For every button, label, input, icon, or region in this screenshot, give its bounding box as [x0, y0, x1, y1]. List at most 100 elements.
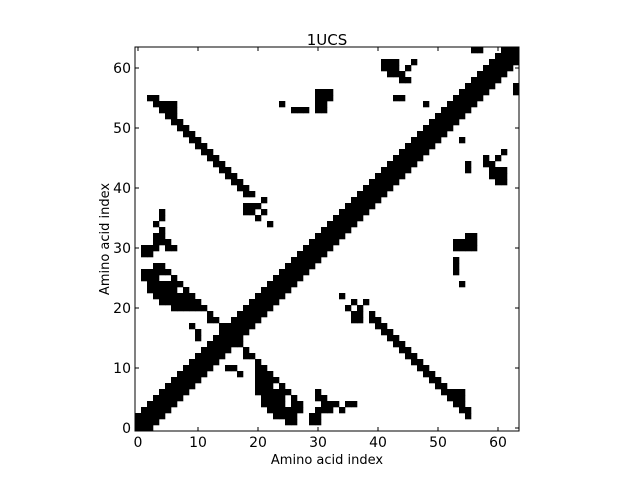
contact-cell	[159, 233, 166, 240]
contact-cell	[171, 281, 178, 288]
contact-cell	[261, 377, 268, 384]
contact-cell	[465, 83, 472, 90]
contact-cell	[393, 335, 400, 342]
contact-cell	[279, 101, 286, 108]
contact-cell	[153, 245, 160, 252]
contact-cell	[441, 107, 448, 114]
contact-cell	[399, 149, 406, 156]
contact-cell	[429, 143, 436, 150]
contact-cell	[435, 131, 442, 138]
contact-cell	[171, 377, 178, 384]
contact-cell	[279, 293, 286, 300]
contact-cell	[267, 305, 274, 312]
contact-cell	[189, 371, 196, 378]
contact-cell	[411, 137, 418, 144]
contact-cell	[381, 179, 388, 186]
contact-cell	[243, 203, 250, 210]
contact-cell	[219, 167, 226, 174]
contact-cell	[201, 359, 208, 366]
contact-cell	[165, 101, 172, 108]
contact-cell	[189, 305, 196, 312]
contact-cell	[321, 107, 328, 114]
contact-cell	[417, 137, 424, 144]
contact-cell	[423, 125, 430, 132]
contact-cell	[327, 233, 334, 240]
contact-cell	[189, 323, 196, 330]
contact-cell	[501, 149, 508, 156]
contact-cell	[165, 389, 172, 396]
contact-cell	[219, 347, 226, 354]
contact-cell	[435, 119, 442, 126]
contact-cell	[489, 65, 496, 72]
contact-cell	[231, 323, 238, 330]
contact-cell	[291, 107, 298, 114]
contact-cell	[195, 359, 202, 366]
contact-cell	[261, 365, 268, 372]
contact-cell	[261, 401, 268, 408]
contact-cell	[471, 47, 478, 54]
contact-cell	[165, 281, 172, 288]
contact-cell	[399, 155, 406, 162]
contact-cell	[237, 329, 244, 336]
contact-cell	[441, 119, 448, 126]
contact-cell	[465, 101, 472, 108]
contact-cell	[381, 173, 388, 180]
contact-cell	[405, 161, 412, 168]
contact-cell	[477, 47, 484, 54]
contact-cell	[219, 353, 226, 360]
contact-cell	[267, 395, 274, 402]
contact-cell	[333, 227, 340, 234]
contact-cell	[459, 95, 466, 102]
contact-cell	[489, 173, 496, 180]
contact-cell	[279, 389, 286, 396]
contact-cell	[423, 101, 430, 108]
contact-cell	[513, 47, 520, 54]
contact-cell	[489, 71, 496, 78]
contact-cell	[261, 395, 268, 402]
contact-cell	[357, 311, 364, 318]
contact-cell	[453, 101, 460, 108]
x-tick-label: 50	[429, 435, 447, 451]
contact-cell	[393, 71, 400, 78]
contact-cell	[417, 143, 424, 150]
contact-cell	[345, 227, 352, 234]
contact-cell	[177, 299, 184, 306]
x-axis-label: Amino acid index	[271, 453, 383, 468]
contact-cell	[483, 71, 490, 78]
contact-cell	[207, 353, 214, 360]
contact-cell	[285, 269, 292, 276]
contact-cell	[177, 305, 184, 312]
contact-cell	[495, 53, 502, 60]
contact-cell	[321, 101, 328, 108]
contact-cell	[141, 413, 148, 420]
contact-cell	[315, 245, 322, 252]
contact-cell	[177, 371, 184, 378]
contact-cell	[159, 299, 166, 306]
contact-cell	[381, 191, 388, 198]
contact-cell	[477, 77, 484, 84]
contact-cell	[201, 365, 208, 372]
contact-cell	[435, 383, 442, 390]
contact-cell	[489, 161, 496, 168]
contact-cell	[471, 95, 478, 102]
contact-cell	[273, 389, 280, 396]
contact-cell	[495, 59, 502, 66]
contact-cell	[153, 95, 160, 102]
contact-cell	[411, 143, 418, 150]
contact-cell	[423, 143, 430, 150]
contact-cell	[207, 311, 214, 318]
contact-cell	[171, 287, 178, 294]
contact-cell	[441, 383, 448, 390]
contact-cell	[153, 407, 160, 414]
contact-cell	[471, 245, 478, 252]
contact-cell	[465, 413, 472, 420]
contact-cell	[399, 161, 406, 168]
contact-cell	[291, 407, 298, 414]
contact-cell	[183, 299, 190, 306]
contact-cell	[279, 383, 286, 390]
contact-cell	[381, 65, 388, 72]
contact-cell	[369, 191, 376, 198]
contact-cell	[483, 161, 490, 168]
contact-cell	[147, 245, 154, 252]
contact-cell	[453, 389, 460, 396]
